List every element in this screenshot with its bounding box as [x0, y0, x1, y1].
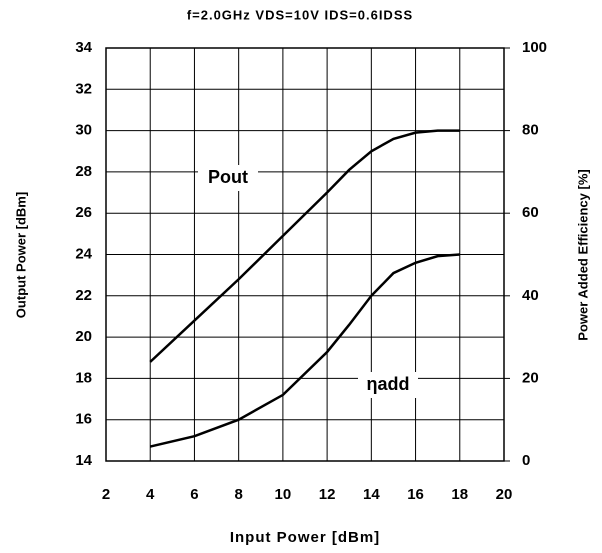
x-tick-label: 2 [102, 486, 110, 503]
label-background [198, 165, 258, 191]
y2-tick-label: 80 [522, 122, 539, 139]
y-tick-label: 26 [75, 204, 92, 221]
x-tick-label: 20 [496, 486, 513, 503]
y-tick-label: 20 [75, 328, 92, 345]
y2-tick-label: 100 [522, 39, 547, 56]
series-line [149, 253, 460, 448]
y-tick-label: 14 [75, 452, 92, 469]
x-tick-label: 14 [363, 486, 380, 503]
y2-tick-label: 40 [522, 287, 539, 304]
x-tick-label: 10 [275, 486, 292, 503]
y2-axis-label: Power Added Efficiency [%] [575, 169, 590, 340]
y2-tick-label: 20 [522, 369, 539, 386]
x-tick-label: 6 [190, 486, 198, 503]
y2-tick-label: 0 [522, 452, 530, 469]
y-tick-label: 34 [75, 39, 92, 56]
y-tick-label: 24 [75, 245, 92, 262]
label-background [358, 372, 418, 398]
x-axis-label: Input Power [dBm] [230, 529, 380, 546]
x-tick-label: 12 [319, 486, 336, 503]
y-tick-label: 28 [75, 163, 92, 180]
plot-frame [105, 47, 505, 462]
series-label: ηadd [367, 374, 410, 394]
x-tick-label: 18 [451, 486, 468, 503]
x-tick-label: 8 [234, 486, 242, 503]
y-tick-label: 22 [75, 287, 92, 304]
series-line [149, 129, 460, 363]
y-tick-label: 18 [75, 369, 92, 386]
x-tick-label: 4 [146, 486, 155, 503]
x-tick-label: 16 [407, 486, 424, 503]
y-tick-label: 30 [75, 122, 92, 139]
y-tick-label: 32 [75, 80, 92, 97]
y-tick-label: 16 [75, 411, 92, 428]
series-label: Pout [208, 167, 248, 187]
y-axis-label: Output Power [dBm] [13, 192, 28, 318]
chart-title: f=2.0GHz VDS=10V IDS=0.6IDSS [187, 7, 413, 22]
y2-tick-label: 60 [522, 204, 539, 221]
